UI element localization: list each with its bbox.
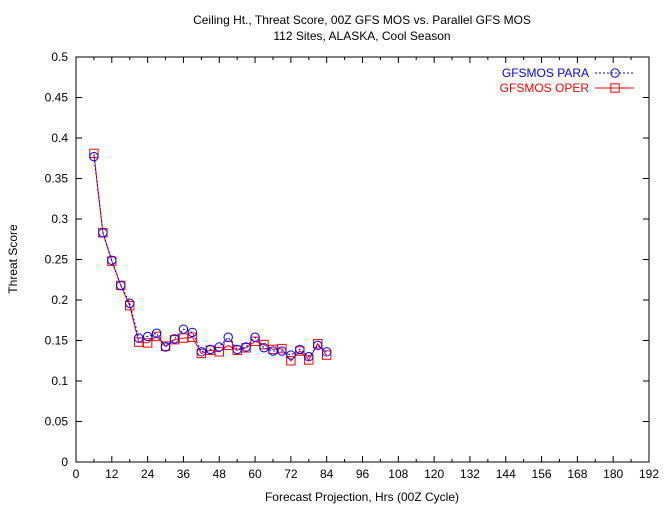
- x-tick-label: 156: [532, 467, 552, 481]
- data-point: [241, 342, 251, 352]
- chart-title: Ceiling Ht., Threat Score, 00Z GFS MOS v…: [193, 13, 531, 27]
- data-point: [116, 280, 126, 291]
- data-point: [277, 343, 287, 354]
- x-tick-label: 72: [284, 467, 298, 481]
- data-point: [169, 334, 180, 344]
- y-tick-label: 0.1: [51, 374, 68, 388]
- data-point: [259, 339, 269, 350]
- x-tick-label: 192: [639, 467, 659, 481]
- data-point: [151, 331, 162, 342]
- y-tick-label: 0: [61, 455, 68, 469]
- x-tick-label: 132: [460, 467, 480, 481]
- x-tick-label: 120: [424, 467, 444, 481]
- data-point: [304, 352, 314, 362]
- data-point: [160, 342, 171, 352]
- y-tick-label: 0.05: [45, 415, 69, 429]
- data-point: [98, 228, 108, 238]
- data-point: [178, 333, 189, 343]
- legend-marker: [610, 68, 620, 78]
- y-tick-label: 0.2: [51, 293, 68, 307]
- data-point: [295, 344, 305, 355]
- data-point: [304, 355, 314, 365]
- data-point: [187, 327, 198, 338]
- data-point: [232, 344, 242, 355]
- data-point: [133, 333, 144, 343]
- data-point: [250, 332, 260, 342]
- y-tick-label: 0.3: [51, 212, 68, 226]
- data-point: [268, 346, 278, 356]
- series-line: [93, 153, 328, 362]
- x-tick-label: 48: [213, 467, 227, 481]
- chart-subtitle: 112 Sites, ALASKA, Cool Season: [273, 29, 450, 43]
- legend-label: GFSMOS OPER: [500, 81, 590, 95]
- data-point: [187, 332, 198, 342]
- y-tick-label: 0.25: [45, 253, 69, 267]
- series-line: [93, 156, 327, 358]
- data-point: [223, 332, 233, 342]
- data-point: [89, 151, 99, 162]
- x-tick-label: 180: [603, 467, 623, 481]
- data-point: [125, 300, 135, 311]
- x-tick-label: 60: [248, 467, 262, 481]
- y-axis-label: Threat Score: [6, 224, 20, 294]
- x-tick-label: 24: [141, 467, 155, 481]
- y-tick-label: 0.45: [45, 91, 69, 105]
- legend-label: GFSMOS PARA: [502, 66, 589, 80]
- x-tick-label: 0: [73, 467, 80, 481]
- data-point: [259, 343, 269, 353]
- data-point: [142, 338, 153, 348]
- x-tick-label: 12: [105, 467, 119, 481]
- x-tick-label: 96: [356, 467, 370, 481]
- x-tick-label: 84: [320, 467, 334, 481]
- y-tick-label: 0.4: [51, 131, 68, 145]
- data-point: [286, 356, 296, 366]
- data-point: [286, 350, 296, 360]
- x-tick-label: 168: [567, 467, 587, 481]
- y-tick-label: 0.5: [51, 50, 68, 64]
- data-point: [151, 328, 162, 338]
- y-tick-label: 0.15: [45, 334, 69, 348]
- data-point: [313, 340, 323, 351]
- data-point: [321, 347, 332, 357]
- data-point: [196, 347, 207, 357]
- x-tick-label: 36: [177, 467, 191, 481]
- data-point: [205, 344, 215, 355]
- x-tick-label: 144: [496, 467, 516, 481]
- data-point: [321, 350, 332, 360]
- x-tick-label: 108: [388, 467, 408, 481]
- data-point: [214, 342, 224, 352]
- data-point: [277, 346, 287, 356]
- data-point: [107, 255, 117, 266]
- y-tick-label: 0.35: [45, 172, 69, 186]
- plot-frame: [75, 56, 650, 463]
- data-point: [125, 298, 135, 308]
- x-axis-label: Forecast Projection, Hrs (00Z Cycle): [265, 490, 459, 504]
- plot-area: 0 12 24 36 48 60 72 84 96 108 120 132 144 156 168 180 19…: [45, 50, 660, 481]
- data-point: [142, 331, 153, 342]
- legend-marker: [610, 83, 620, 93]
- data-point: [214, 347, 224, 357]
- data-point: [178, 324, 189, 334]
